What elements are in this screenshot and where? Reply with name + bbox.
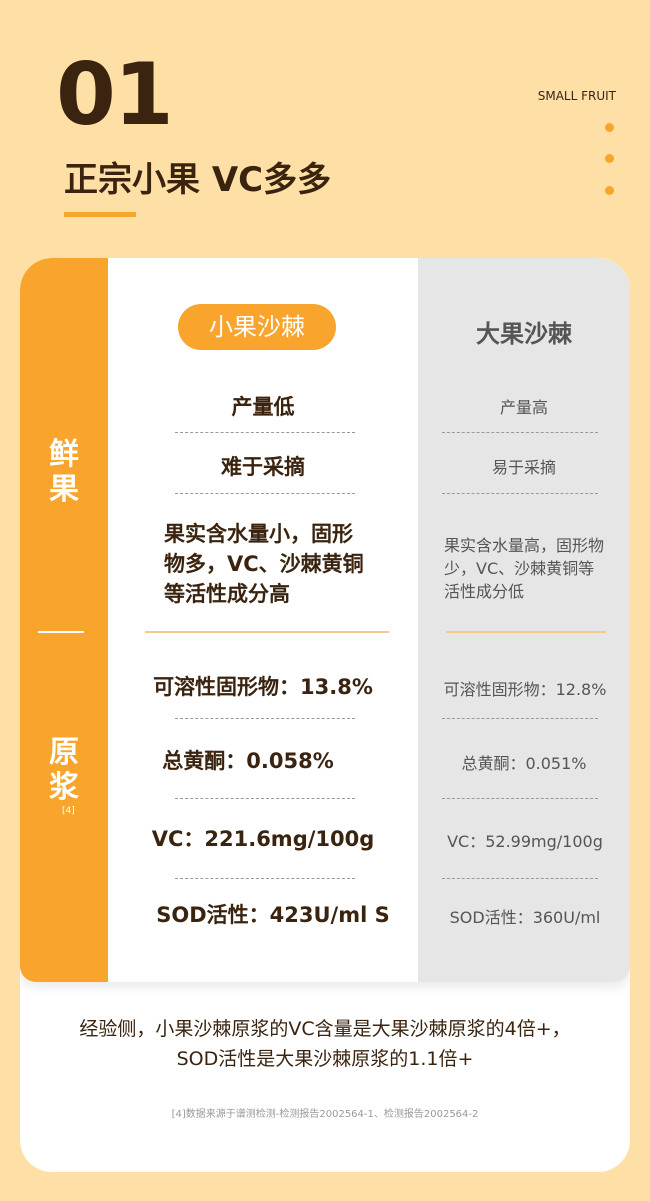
section-divider <box>145 631 389 633</box>
cell-small: VC：221.6mg/100g <box>151 827 375 851</box>
section-tag: SMALL FRUIT <box>537 89 616 103</box>
cell-large: 产量高 <box>499 398 548 417</box>
cell-large: SOD活性：360U/ml <box>449 908 601 927</box>
column-header-small-fruit: 小果沙棘 <box>178 304 336 350</box>
cell-small: 可溶性固形物：13.8% <box>153 675 373 699</box>
cell-small: SOD活性：423U/ml S <box>156 903 390 927</box>
small-fruit-column <box>108 258 418 982</box>
dot-icon <box>605 186 614 195</box>
row-divider <box>442 718 598 719</box>
cell-large: VC：52.99mg/100g <box>447 832 603 851</box>
section-divider <box>446 631 606 633</box>
dot-icon <box>605 123 614 132</box>
label-divider <box>38 631 84 633</box>
cell-large: 易于采摘 <box>491 458 556 477</box>
cell-large: 总黄酮：0.051% <box>461 754 587 773</box>
row-divider <box>175 718 355 719</box>
conclusion-line-2: SOD活性是大果沙棘原浆的1.1倍+ <box>176 1048 474 1070</box>
title-underline <box>64 212 136 217</box>
dot-icon <box>605 154 614 163</box>
row-divider <box>442 432 598 433</box>
row-label-column <box>20 258 108 982</box>
section-number: 01 <box>56 45 174 145</box>
column-header-large-fruit: 大果沙棘 <box>476 320 572 348</box>
row-divider <box>442 798 598 799</box>
conclusion-text: 经验侧，小果沙棘原浆的VC含量是大果沙棘原浆的4倍+， SOD活性是大果沙棘原浆… <box>20 1014 630 1074</box>
footnote: [4]数据来源于谱测检测-检测报告2002564-1、检测报告2002564-2 <box>171 1109 479 1120</box>
row-label-juice: 原浆 <box>49 735 79 805</box>
row-divider <box>175 798 355 799</box>
row-divider <box>442 493 598 494</box>
cell-small: 产量低 <box>231 395 295 419</box>
cell-large: 可溶性固形物：12.8% <box>443 680 607 699</box>
row-divider <box>442 878 598 879</box>
juice-reference: [4] <box>62 806 75 816</box>
row-divider <box>175 493 355 494</box>
cell-small: 总黄酮：0.058% <box>162 749 334 773</box>
cell-small: 果实含水量小，固形物多，VC、沙棘黄铜等活性成分高 <box>164 522 364 606</box>
conclusion-line-1: 经验侧，小果沙棘原浆的VC含量是大果沙棘原浆的4倍+， <box>79 1018 571 1040</box>
comparison-card: 鲜果 原浆 [4] 小果沙棘 大果沙棘 产量低 产量高 难于采摘 易于采摘 果实… <box>20 258 630 1172</box>
cell-large: 果实含水量高，固形物少，VC、沙棘黄铜等活性成分低 <box>444 535 605 601</box>
section-title: 正宗小果 VC多多 <box>64 160 332 200</box>
row-divider <box>175 432 355 433</box>
comparison-table: 鲜果 原浆 [4] 小果沙棘 大果沙棘 产量低 产量高 难于采摘 易于采摘 果实… <box>20 258 630 982</box>
row-label-fresh: 鲜果 <box>49 437 79 507</box>
row-divider <box>175 878 355 879</box>
large-fruit-column <box>418 258 630 982</box>
cell-small: 难于采摘 <box>221 455 305 479</box>
